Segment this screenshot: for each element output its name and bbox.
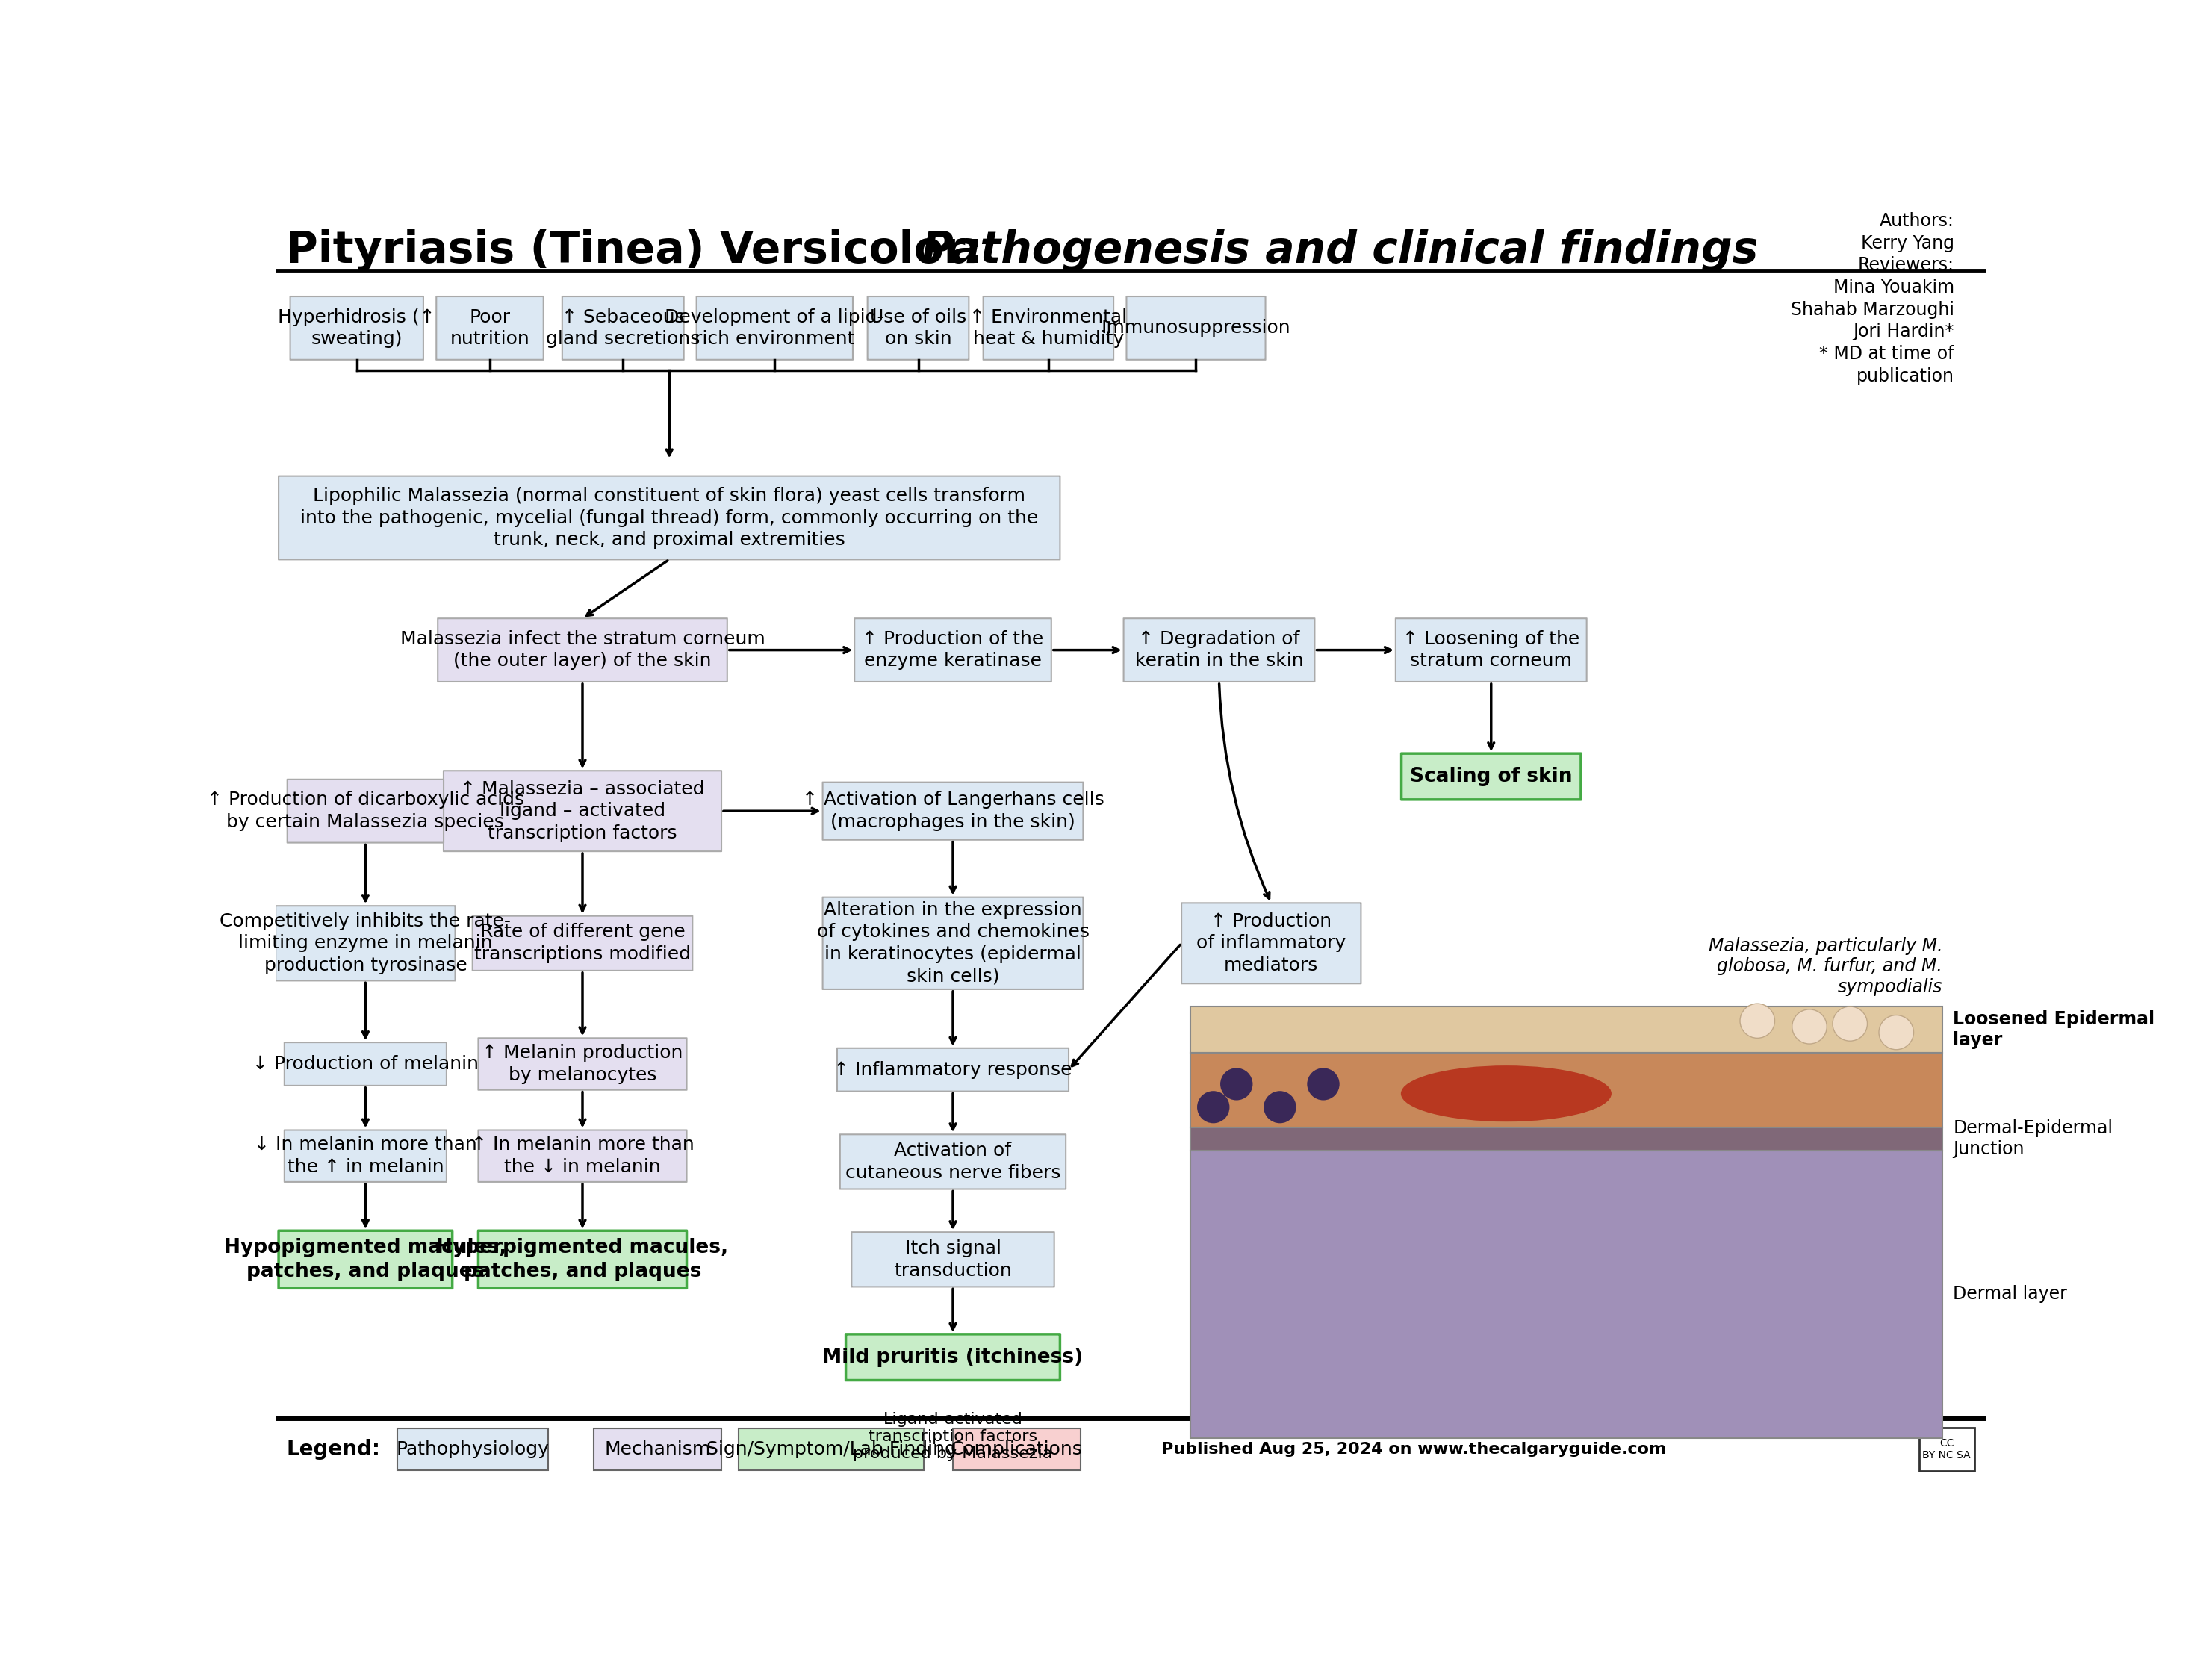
FancyBboxPatch shape <box>1191 1151 1943 1438</box>
Text: Pityriasis (Tinea) Versicolor:: Pityriasis (Tinea) Versicolor: <box>287 228 997 272</box>
FancyBboxPatch shape <box>1401 754 1582 800</box>
Text: ↑ In melanin more than
the ↓ in melanin: ↑ In melanin more than the ↓ in melanin <box>470 1136 695 1176</box>
Circle shape <box>1833 1006 1866 1042</box>
Text: Legend:: Legend: <box>287 1438 379 1460</box>
FancyBboxPatch shape <box>836 1048 1068 1092</box>
Text: CC
BY NC SA: CC BY NC SA <box>1921 1438 1970 1460</box>
FancyBboxPatch shape <box>397 1428 547 1470</box>
Text: ↓ In melanin more than
the ↑ in melanin: ↓ In melanin more than the ↑ in melanin <box>254 1136 476 1176</box>
FancyBboxPatch shape <box>285 1131 446 1183</box>
FancyBboxPatch shape <box>852 1231 1054 1287</box>
Circle shape <box>1741 1003 1776 1038</box>
FancyBboxPatch shape <box>1191 1052 1943 1127</box>
Text: Hyperhidrosis (↑
sweating): Hyperhidrosis (↑ sweating) <box>278 307 435 348</box>
FancyBboxPatch shape <box>1191 1127 1943 1151</box>
FancyBboxPatch shape <box>1191 1006 1943 1052</box>
Ellipse shape <box>1401 1065 1613 1122</box>
FancyBboxPatch shape <box>278 475 1061 559</box>
Text: ↑ Inflammatory response: ↑ Inflammatory response <box>834 1060 1072 1079</box>
Circle shape <box>1220 1068 1253 1100</box>
FancyBboxPatch shape <box>285 1042 446 1085</box>
Text: ↑ Production of dicarboxylic acids
by certain Malassezia species: ↑ Production of dicarboxylic acids by ce… <box>207 791 525 832</box>
Text: ↑ Production of the
enzyme keratinase: ↑ Production of the enzyme keratinase <box>863 630 1043 670</box>
Text: Published Aug 25, 2024 on www.thecalgaryguide.com: Published Aug 25, 2024 on www.thecalgary… <box>1160 1441 1666 1457</box>
Text: Hyperpigmented macules,
patches, and plaques: Hyperpigmented macules, patches, and pla… <box>437 1238 728 1282</box>
FancyBboxPatch shape <box>479 1131 686 1183</box>
FancyBboxPatch shape <box>437 618 728 682</box>
Text: Pathogenesis and clinical findings: Pathogenesis and clinical findings <box>922 228 1758 272</box>
FancyBboxPatch shape <box>854 618 1052 682</box>
Circle shape <box>1880 1015 1913 1050</box>
FancyBboxPatch shape <box>1182 902 1361 983</box>
Circle shape <box>1308 1068 1339 1100</box>
Text: ↑ Degradation of
keratin in the skin: ↑ Degradation of keratin in the skin <box>1134 630 1304 670</box>
FancyBboxPatch shape <box>276 906 454 981</box>
FancyBboxPatch shape <box>479 1038 686 1090</box>
FancyBboxPatch shape <box>291 296 424 360</box>
Circle shape <box>1264 1090 1297 1124</box>
FancyBboxPatch shape <box>697 296 854 360</box>
Text: Immunosuppression: Immunosuppression <box>1101 319 1291 338</box>
Text: Activation of
cutaneous nerve fibers: Activation of cutaneous nerve fibers <box>845 1142 1061 1181</box>
Text: Poor
nutrition: Poor nutrition <box>450 307 529 348</box>
Text: Sign/Symptom/Lab Finding: Sign/Symptom/Lab Finding <box>706 1440 957 1458</box>
FancyBboxPatch shape <box>1396 618 1586 682</box>
FancyBboxPatch shape <box>1919 1428 1974 1472</box>
FancyBboxPatch shape <box>1123 618 1315 682</box>
Text: ↑ Sebaceous
gland secretions: ↑ Sebaceous gland secretions <box>545 307 699 348</box>
Text: Dermal layer: Dermal layer <box>1952 1285 2067 1304</box>
FancyBboxPatch shape <box>479 1231 686 1289</box>
FancyBboxPatch shape <box>472 916 693 971</box>
Text: Hypopigmented macules,
patches, and plaques: Hypopigmented macules, patches, and plaq… <box>225 1238 507 1282</box>
Circle shape <box>1791 1010 1827 1043</box>
Text: ↑ Production
of inflammatory
mediators: ↑ Production of inflammatory mediators <box>1196 912 1346 974</box>
Text: ↑ Melanin production
by melanocytes: ↑ Melanin production by melanocytes <box>481 1043 684 1084</box>
Text: Complications: Complications <box>951 1440 1083 1458</box>
FancyBboxPatch shape <box>845 1334 1061 1381</box>
Text: ↑ Malassezia – associated
ligand – activated
transcription factors: ↑ Malassezia – associated ligand – activ… <box>461 780 704 842</box>
FancyBboxPatch shape <box>823 897 1083 990</box>
Text: Loosened Epidermal
layer: Loosened Epidermal layer <box>1952 1010 2155 1048</box>
Text: Ligand-activated
transcription factors
produced by Malassezia: Ligand-activated transcription factors p… <box>854 1411 1052 1462</box>
Text: Mechanism: Mechanism <box>604 1440 710 1458</box>
Text: Mild pruritis (itchiness): Mild pruritis (itchiness) <box>823 1347 1083 1368</box>
Text: Rate of different gene
transcriptions modified: Rate of different gene transcriptions mo… <box>474 924 690 963</box>
FancyBboxPatch shape <box>287 780 443 843</box>
Text: Dyspigmentation: Dyspigmentation <box>1273 1278 1432 1297</box>
Text: Dermal-Epidermal
Junction: Dermal-Epidermal Junction <box>1952 1119 2113 1158</box>
FancyBboxPatch shape <box>1127 296 1266 360</box>
FancyBboxPatch shape <box>437 296 543 360</box>
Text: ↑ Loosening of the
stratum corneum: ↑ Loosening of the stratum corneum <box>1403 630 1579 670</box>
FancyBboxPatch shape <box>443 771 721 852</box>
Text: Pathophysiology: Pathophysiology <box>397 1440 549 1458</box>
Text: Lipophilic Malassezia (normal constituent of skin flora) yeast cells transform
i: Lipophilic Malassezia (normal constituen… <box>300 487 1039 549</box>
FancyBboxPatch shape <box>278 1231 452 1289</box>
Text: Authors:
Kerry Yang
Reviewers:
Mina Youakim
Shahab Marzoughi
Jori Hardin*
* MD a: Authors: Kerry Yang Reviewers: Mina Youa… <box>1791 212 1955 385</box>
Text: Itch signal
transduction: Itch signal transduction <box>893 1240 1013 1280</box>
Text: ↑ Activation of Langerhans cells
(macrophages in the skin): ↑ Activation of Langerhans cells (macrop… <box>801 791 1103 832</box>
FancyBboxPatch shape <box>739 1428 924 1470</box>
Text: Malassezia, particularly M.
globosa, M. furfur, and M.
sympodialis: Malassezia, particularly M. globosa, M. … <box>1707 937 1943 996</box>
Text: Scaling of skin: Scaling of skin <box>1410 766 1573 786</box>
FancyBboxPatch shape <box>984 296 1114 360</box>
FancyBboxPatch shape <box>563 296 684 360</box>
FancyBboxPatch shape <box>953 1428 1081 1470</box>
Text: ↑ Environmental
heat & humidity: ↑ Environmental heat & humidity <box>971 307 1127 348</box>
Text: Development of a lipid-
rich environment: Development of a lipid- rich environment <box>664 307 885 348</box>
Circle shape <box>1198 1090 1229 1124</box>
FancyBboxPatch shape <box>593 1428 721 1470</box>
FancyBboxPatch shape <box>840 1134 1065 1189</box>
Text: ↓ Production of melanin: ↓ Production of melanin <box>251 1055 479 1074</box>
FancyBboxPatch shape <box>867 296 968 360</box>
FancyBboxPatch shape <box>823 783 1083 840</box>
Text: Competitively inhibits the rate-
limiting enzyme in melanin
production tyrosinas: Competitively inhibits the rate- limitin… <box>221 912 512 974</box>
Text: Malassezia infect the stratum corneum
(the outer layer) of the skin: Malassezia infect the stratum corneum (t… <box>399 630 765 670</box>
Text: Alteration in the expression
of cytokines and chemokines
in keratinocytes (epide: Alteration in the expression of cytokine… <box>816 900 1090 986</box>
Text: Use of oils
on skin: Use of oils on skin <box>869 307 966 348</box>
